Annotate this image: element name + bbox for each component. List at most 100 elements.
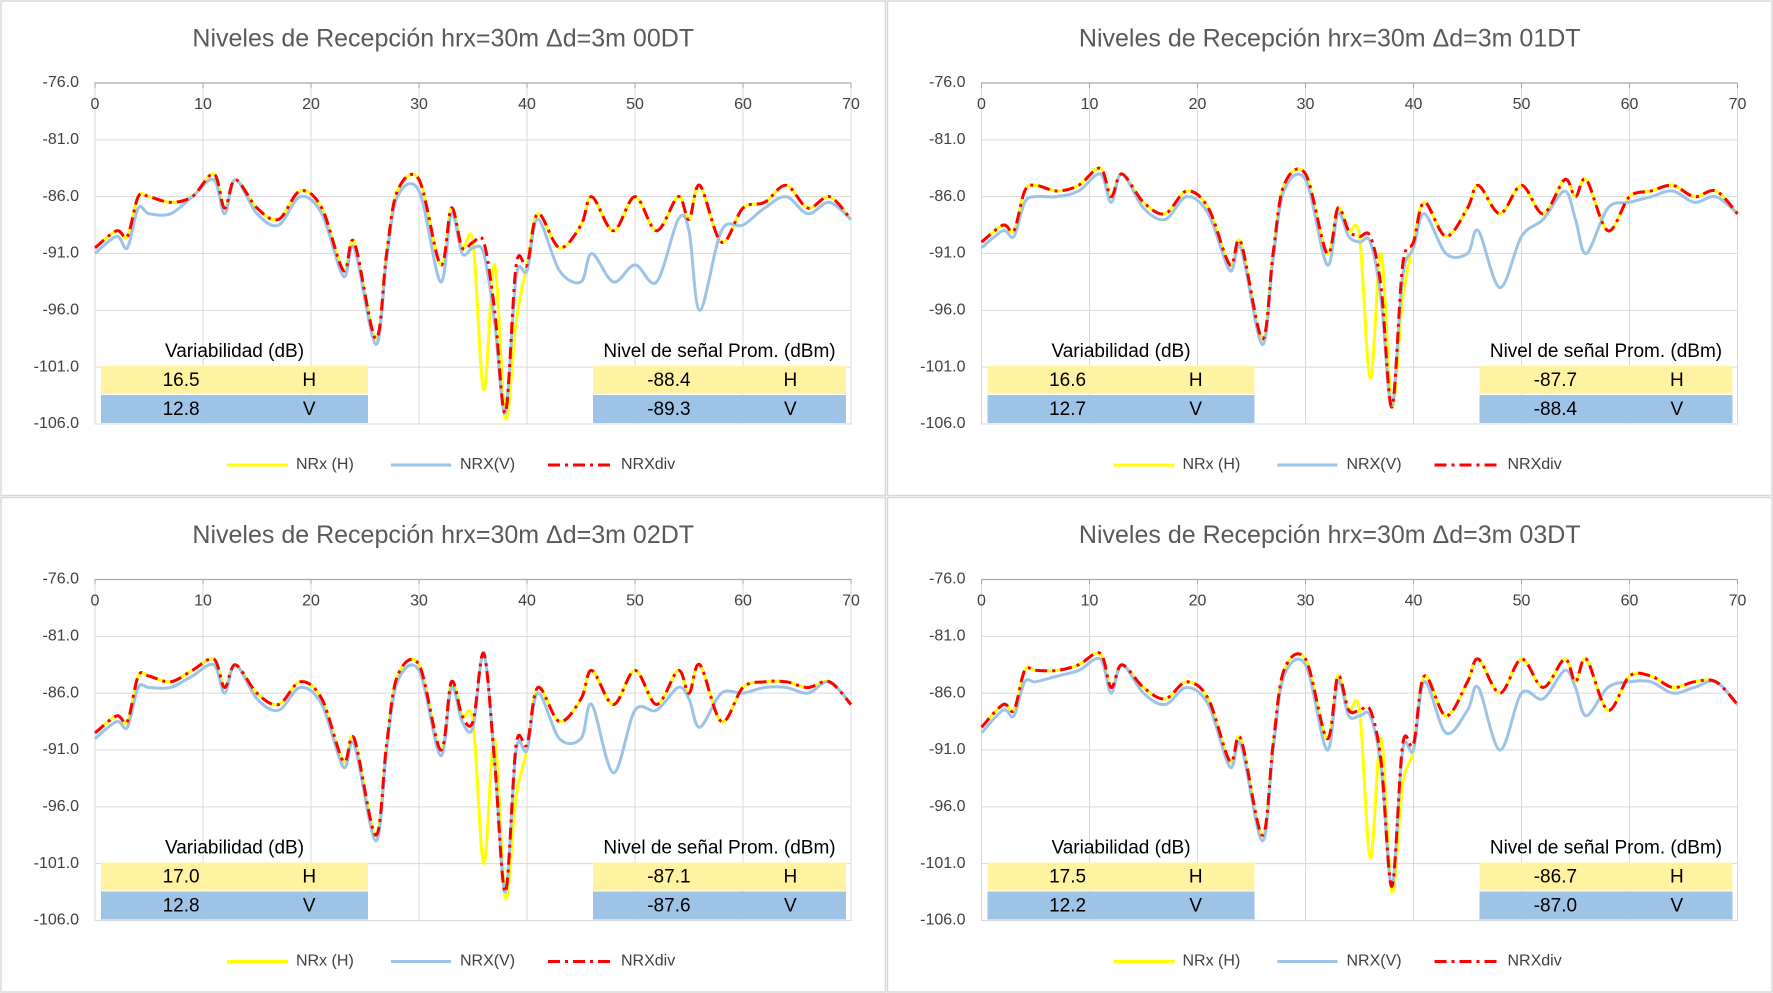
x-tick-label: 10 (194, 96, 212, 113)
table-value: -88.4 (1534, 399, 1578, 420)
x-tick-label: 30 (1297, 593, 1315, 610)
table-row (987, 891, 1255, 920)
table-label: H (302, 867, 316, 888)
x-tick-label: 40 (518, 96, 536, 113)
legend-label: NRx (H) (1183, 953, 1241, 970)
y-tick-label: -91.0 (43, 245, 80, 262)
table-label: V (1189, 896, 1202, 917)
x-tick-label: 70 (842, 593, 860, 610)
x-tick-label: 70 (1729, 593, 1747, 610)
y-tick-label: -106.0 (920, 415, 965, 432)
y-tick-label: -96.0 (43, 798, 80, 815)
x-tick-label: 60 (734, 593, 752, 610)
legend-label: NRX(V) (1347, 953, 1402, 970)
x-tick-label: 60 (1621, 96, 1639, 113)
series-line (94, 172, 853, 415)
table-value: 12.7 (1049, 399, 1086, 420)
y-tick-label: -96.0 (929, 302, 966, 319)
y-tick-label: -101.0 (34, 358, 79, 375)
y-tick-label: -76.0 (929, 571, 966, 588)
legend-label: NRX(V) (460, 456, 515, 473)
table-row (1479, 366, 1733, 394)
chart-panel: Niveles de Recepción hrx=30m Δd=3m 03DT -… (886, 496, 1773, 993)
y-tick-label: -76.0 (43, 74, 80, 91)
series-line (980, 656, 1739, 888)
legend-label: NRX(V) (1347, 456, 1402, 473)
x-tick-label: 50 (626, 593, 644, 610)
x-tick-label: 0 (977, 96, 986, 113)
y-tick-label: -76.0 (929, 74, 966, 91)
table-row (101, 862, 368, 891)
table-value: 17.0 (163, 867, 200, 888)
y-tick-label: -101.0 (920, 855, 965, 872)
table-row (987, 862, 1255, 891)
y-tick-label: -96.0 (43, 302, 80, 319)
legend-label: NRx (H) (1183, 456, 1241, 473)
table-row (593, 862, 846, 891)
x-tick-label: 30 (410, 593, 428, 610)
x-tick-label: 10 (194, 593, 212, 610)
y-tick-label: -86.0 (43, 684, 80, 701)
legend-label: NRx (H) (296, 953, 354, 970)
table-row (101, 395, 368, 423)
x-tick-label: 40 (518, 593, 536, 610)
table-title: Variabilidad (dB) (1051, 838, 1190, 859)
y-tick-label: -81.0 (929, 131, 966, 148)
table-label: H (1670, 370, 1684, 391)
table-title: Variabilidad (dB) (1051, 341, 1190, 362)
table-label: V (784, 399, 797, 420)
y-tick-label: -81.0 (929, 628, 966, 645)
table-value: 16.6 (1049, 370, 1086, 391)
table-value: 17.5 (1049, 867, 1086, 888)
table-label: H (302, 370, 316, 391)
table-row (593, 395, 846, 423)
y-tick-label: -91.0 (929, 245, 966, 262)
x-tick-label: 30 (1297, 96, 1315, 113)
x-tick-label: 30 (410, 96, 428, 113)
table-row (1479, 862, 1733, 891)
x-tick-label: 60 (1621, 593, 1639, 610)
x-tick-label: 20 (302, 593, 320, 610)
x-tick-label: 0 (91, 593, 100, 610)
table-row (1479, 891, 1733, 920)
table-value: -87.0 (1534, 896, 1577, 917)
x-tick-label: 60 (734, 96, 752, 113)
series-line (980, 172, 1739, 409)
y-tick-label: -86.0 (43, 188, 80, 205)
table-label: V (1670, 399, 1683, 420)
table-title: Nivel de señal Prom. (dBm) (603, 341, 835, 362)
y-tick-label: -91.0 (43, 741, 80, 758)
table-value: -87.6 (647, 896, 690, 917)
legend-label: NRXdiv (1508, 456, 1562, 473)
table-value: -88.4 (647, 370, 691, 391)
y-tick-label: -101.0 (34, 855, 79, 872)
table-row (101, 891, 368, 920)
x-tick-label: 50 (1513, 593, 1531, 610)
table-value: 12.8 (163, 896, 200, 917)
table-title: Nivel de señal Prom. (dBm) (603, 838, 835, 859)
x-tick-label: 50 (626, 96, 644, 113)
y-tick-label: -101.0 (920, 358, 965, 375)
table-row (101, 366, 368, 394)
table-label: H (783, 867, 797, 888)
series-line (94, 651, 853, 894)
y-tick-label: -86.0 (929, 684, 966, 701)
chart-panel: Niveles de Recepción hrx=30m Δd=3m 01DT -… (886, 0, 1773, 497)
table-row (593, 891, 846, 920)
x-tick-label: 20 (302, 96, 320, 113)
table-row (1479, 395, 1733, 423)
legend-label: NRx (H) (296, 456, 354, 473)
table-value: 12.2 (1049, 896, 1086, 917)
chart-title: Niveles de Recepción hrx=30m Δd=3m 03DT (1079, 521, 1581, 549)
table-title: Variabilidad (dB) (165, 341, 304, 362)
x-tick-label: 0 (91, 96, 100, 113)
x-tick-label: 70 (1729, 96, 1747, 113)
table-row (593, 366, 846, 394)
table-value: 16.5 (163, 370, 200, 391)
x-tick-label: 10 (1081, 96, 1099, 113)
chart-title: Niveles de Recepción hrx=30m Δd=3m 01DT (1079, 25, 1581, 53)
chart-title: Niveles de Recepción hrx=30m Δd=3m 02DT (192, 521, 694, 549)
legend-label: NRXdiv (621, 953, 675, 970)
series-line (94, 177, 852, 415)
